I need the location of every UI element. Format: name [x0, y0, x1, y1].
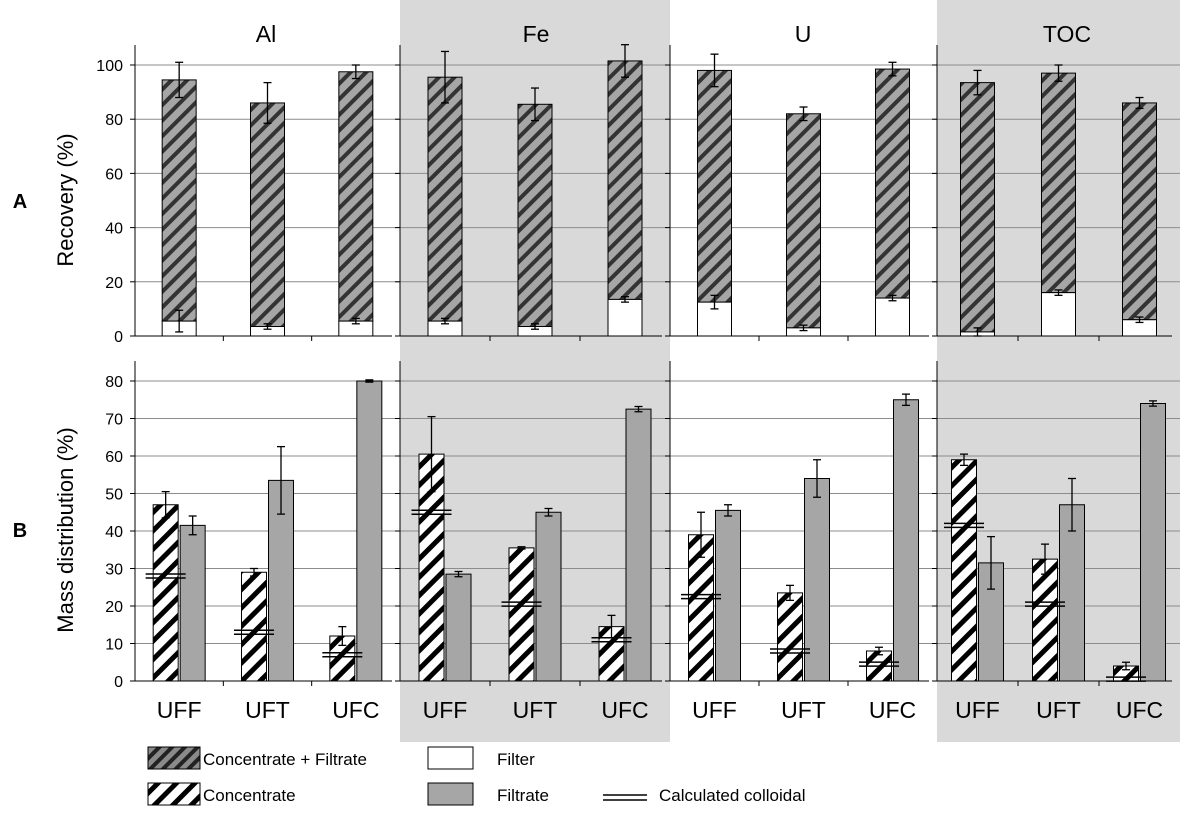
y-tick-label-0-80: 80 [105, 112, 123, 129]
legend-swatch-concentrate-filtrate [147, 746, 201, 770]
bar-0-al-uft-concentrate-filtrate [250, 102, 285, 328]
bar-0-u-ufc-concentrate-filtrate [875, 68, 910, 299]
bar-0-toc-ufc-concentrate-filtrate [1122, 102, 1157, 321]
legend-label-calculated-colloidal: Calculated colloidal [659, 786, 805, 805]
y-tick-label-1-10: 10 [105, 637, 123, 654]
y-tick-label-0-40: 40 [105, 221, 123, 238]
category-label-al-uft: UFT [245, 697, 290, 723]
category-label-fe-ufc: UFC [601, 697, 648, 723]
panel-title-al: Al [256, 21, 276, 47]
category-label-fe-uff: UFF [423, 697, 468, 723]
category-label-toc-ufc: UFC [1116, 697, 1163, 723]
bar-0-toc-uff-concentrate-filtrate [960, 82, 995, 333]
bar-0-u-ufc-filter [875, 297, 910, 337]
bar-0-fe-uff-concentrate-filtrate [427, 76, 463, 322]
category-label-fe-uft: UFT [513, 697, 558, 723]
y-tick-label-0-20: 20 [105, 275, 123, 292]
bar-0-fe-ufc-filter [607, 298, 643, 337]
y-tick-label-1-60: 60 [105, 449, 123, 466]
bar-1-u-uff-concentrate [688, 534, 714, 682]
bar-1-u-ufc-filtrate [893, 399, 919, 682]
category-label-u-ufc: UFC [869, 697, 916, 723]
row-label-b: B [13, 520, 27, 542]
panel-title-u: U [795, 21, 812, 47]
bar-1-al-ufc-filtrate [356, 380, 383, 682]
bar-1-toc-ufc-filtrate [1140, 403, 1166, 682]
bar-1-u-uft-filtrate [804, 478, 830, 682]
gridlines [135, 64, 1180, 644]
category-label-toc-uft: UFT [1036, 697, 1081, 723]
bar-1-u-uft-concentrate [777, 592, 803, 682]
bar-1-fe-uft-filtrate [535, 511, 562, 682]
bar-1-toc-uft-concentrate [1032, 558, 1058, 682]
bar-1-fe-uft-concentrate [508, 547, 535, 682]
panel-title-fe: Fe [523, 21, 550, 47]
bar-1-al-uff-concentrate [152, 504, 179, 682]
bar-0-u-uff-concentrate-filtrate [697, 69, 732, 303]
category-label-u-uff: UFF [692, 697, 737, 723]
y-tick-label-0-0: 0 [114, 329, 123, 346]
legend-label-filter: Filter [497, 750, 535, 769]
y-tick-label-1-70: 70 [105, 412, 123, 429]
bar-1-fe-uff-filtrate [445, 573, 472, 682]
bar-0-toc-uft-filter [1041, 292, 1076, 337]
y-tick-label-1-0: 0 [114, 674, 123, 691]
y-tick-label-1-50: 50 [105, 487, 123, 504]
y-tick-label-1-30: 30 [105, 562, 123, 579]
category-label-u-uft: UFT [781, 697, 826, 723]
bar-0-u-uft-concentrate-filtrate [786, 113, 821, 329]
y-tick-label-0-100: 100 [96, 58, 123, 75]
y-tick-label-1-20: 20 [105, 599, 123, 616]
axes: 0 20 40 60 80 100 0 10 20 30 40 50 60 70 80 UFF UFT UFC UF… [96, 45, 1172, 723]
y-tick-label-1-80: 80 [105, 374, 123, 391]
legend-swatch-filtrate [427, 782, 474, 806]
y-tick-label-1-40: 40 [105, 524, 123, 541]
bar-1-u-uff-filtrate [715, 509, 741, 682]
category-label-toc-uff: UFF [955, 697, 1000, 723]
bar-0-al-uff-concentrate-filtrate [161, 79, 197, 322]
bar-1-al-uft-concentrate [241, 571, 267, 682]
legend: Concentrate + Filtrate Concentrate Filte… [147, 746, 805, 806]
legend-swatch-filter [427, 746, 474, 770]
legend-label-concentrate: Concentrate [203, 786, 296, 805]
bar-1-toc-uff-concentrate [951, 459, 977, 682]
bar-1-al-uff-filtrate [179, 524, 206, 682]
category-label-al-ufc: UFC [332, 697, 379, 723]
bar-0-fe-uft-concentrate-filtrate [517, 103, 553, 328]
row-label-a: A [13, 191, 27, 213]
bar-1-fe-ufc-filtrate [625, 408, 652, 682]
panel-title-toc: TOC [1043, 21, 1091, 47]
legend-swatch-concentrate [147, 782, 201, 806]
y-tick-label-0-60: 60 [105, 166, 123, 183]
category-label-al-uff: UFF [157, 697, 202, 723]
legend-label-concentrate-filtrate: Concentrate + Filtrate [203, 750, 367, 769]
bar-0-toc-uft-concentrate-filtrate [1041, 72, 1076, 294]
bar-0-al-ufc-concentrate-filtrate [338, 71, 374, 322]
y-axis-title-recovery: Recovery (%) [53, 133, 78, 266]
bars [145, 44, 1166, 682]
bar-0-fe-ufc-concentrate-filtrate [607, 60, 643, 300]
y-axis-title-mass-distribution: Mass distribution (%) [53, 427, 78, 632]
legend-label-filtrate: Filtrate [497, 786, 549, 805]
